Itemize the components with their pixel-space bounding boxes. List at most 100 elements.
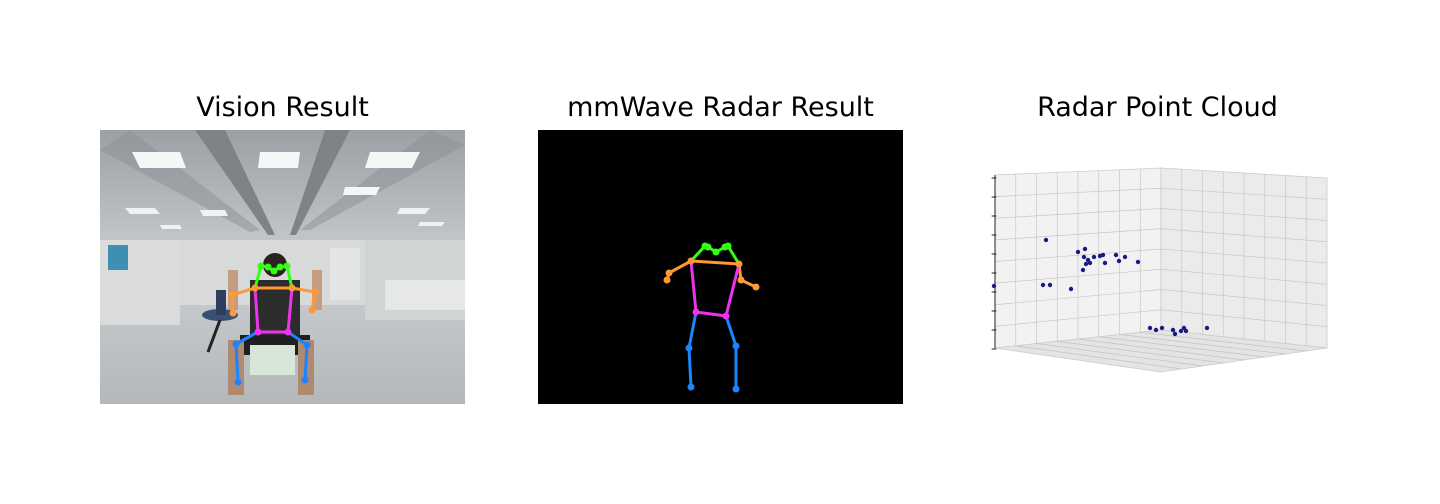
pointcloud-title: Radar Point Cloud	[1037, 92, 1278, 123]
point-cloud-point	[1102, 260, 1108, 266]
skeleton-bone	[726, 244, 741, 266]
point-cloud-point	[1097, 253, 1103, 259]
skeleton-bone	[286, 330, 309, 347]
skeleton-bone	[234, 342, 240, 384]
grid-line	[994, 248, 1162, 262]
skeleton-joint	[311, 288, 319, 296]
skeleton-joint	[276, 263, 284, 271]
point-cloud-point	[1170, 327, 1176, 333]
point-cloud-point	[1083, 261, 1089, 267]
skeleton-joint	[692, 308, 700, 316]
grid-line	[1098, 336, 1266, 358]
skeleton-joint	[735, 260, 743, 268]
point-cloud-point	[1122, 254, 1128, 260]
radar-title: mmWave Radar Result	[567, 92, 874, 123]
point-cloud-point	[1172, 331, 1178, 337]
point-cloud-point	[1159, 325, 1165, 331]
grid-line	[1160, 289, 1328, 306]
skeleton-joint	[308, 306, 316, 314]
skeleton-bone	[687, 346, 693, 389]
point-cloud-point	[1181, 325, 1187, 331]
skeleton-bone	[285, 264, 294, 290]
radar-skeleton	[663, 242, 760, 393]
skeleton-joint	[732, 385, 740, 393]
grid-line	[994, 309, 1162, 327]
point-cloud-point	[1068, 286, 1074, 292]
skeleton-bone	[694, 310, 728, 318]
point-cloud-point	[1135, 259, 1141, 265]
3d-axes-box	[991, 167, 1328, 373]
skeleton-bone	[689, 259, 698, 314]
skeleton-joint	[229, 309, 237, 317]
point-cloud-point	[1081, 254, 1087, 260]
grid-line	[1015, 345, 1183, 370]
skeleton-bone	[253, 286, 260, 334]
skeleton-bone	[303, 343, 309, 382]
skeleton-joint	[722, 312, 730, 320]
point-cloud-point	[1080, 267, 1086, 273]
point-cloud-point	[1204, 325, 1210, 331]
point-cloud-point	[1082, 246, 1088, 252]
point-cloud-point	[1087, 260, 1093, 266]
skeleton-bone	[290, 286, 317, 294]
point-cloud-point	[1040, 282, 1046, 288]
grid-line	[1139, 331, 1307, 352]
skeleton-bone	[687, 310, 698, 350]
skeleton-bone	[234, 330, 260, 346]
skeleton-joint	[254, 328, 262, 336]
skeleton-joint	[701, 242, 709, 250]
grid-line	[1160, 309, 1328, 328]
skeleton-joint	[303, 341, 311, 349]
point-cloud-point	[1116, 258, 1122, 264]
office-scene-photo	[100, 130, 465, 404]
skeleton-joint	[283, 262, 291, 270]
point-cloud-point	[991, 283, 997, 289]
point-cloud-point	[1147, 325, 1153, 331]
skeleton-joint	[251, 284, 259, 292]
skeleton-joint	[228, 291, 236, 299]
skeleton-bone	[689, 259, 741, 266]
point-cloud-point	[1043, 237, 1049, 243]
skeleton-joint	[257, 262, 265, 270]
skeleton-joint	[663, 276, 671, 284]
point-cloud-point	[1178, 328, 1184, 334]
skeleton-joint	[752, 283, 760, 291]
vision-skeleton	[228, 262, 319, 386]
grid-line	[994, 289, 1162, 306]
skeleton-joint	[288, 284, 296, 292]
skeleton-bone	[724, 262, 741, 318]
point-cloud-point	[1047, 282, 1053, 288]
skeleton-bone	[667, 259, 693, 275]
point-cloud-point	[1075, 249, 1081, 255]
vision-image	[100, 130, 465, 404]
grid-line	[994, 268, 1162, 284]
skeleton-joint	[687, 257, 695, 265]
grid-line	[1160, 248, 1328, 264]
grid-line	[1160, 268, 1328, 285]
radar-image	[538, 130, 903, 404]
skeleton-joint	[284, 328, 292, 336]
skeleton-joint	[685, 344, 693, 352]
skeleton-joint	[687, 383, 695, 391]
skeleton-joint	[270, 267, 278, 275]
grid-line	[1056, 340, 1224, 364]
pointcloud-plot	[975, 160, 1340, 380]
skeleton-joint	[665, 269, 673, 277]
grid-line	[1077, 338, 1245, 361]
point-cloud-point	[1113, 252, 1119, 258]
grid-line	[1036, 343, 1203, 367]
skeleton-bone	[724, 314, 738, 348]
skeleton-joint	[724, 242, 732, 250]
skeleton-joint	[712, 248, 720, 256]
grid-line	[1119, 334, 1286, 355]
skeleton-bone	[230, 286, 257, 297]
skeleton-bone	[286, 286, 294, 334]
skeleton-bone	[253, 264, 263, 290]
point-cloud-point	[1091, 254, 1097, 260]
skeleton-joint	[301, 376, 309, 384]
skeleton-joint	[264, 263, 272, 271]
skeleton-joint	[732, 342, 740, 350]
point-cloud-point	[1153, 327, 1159, 333]
vision-title: Vision Result	[196, 92, 369, 123]
skeleton-joint	[737, 276, 745, 284]
